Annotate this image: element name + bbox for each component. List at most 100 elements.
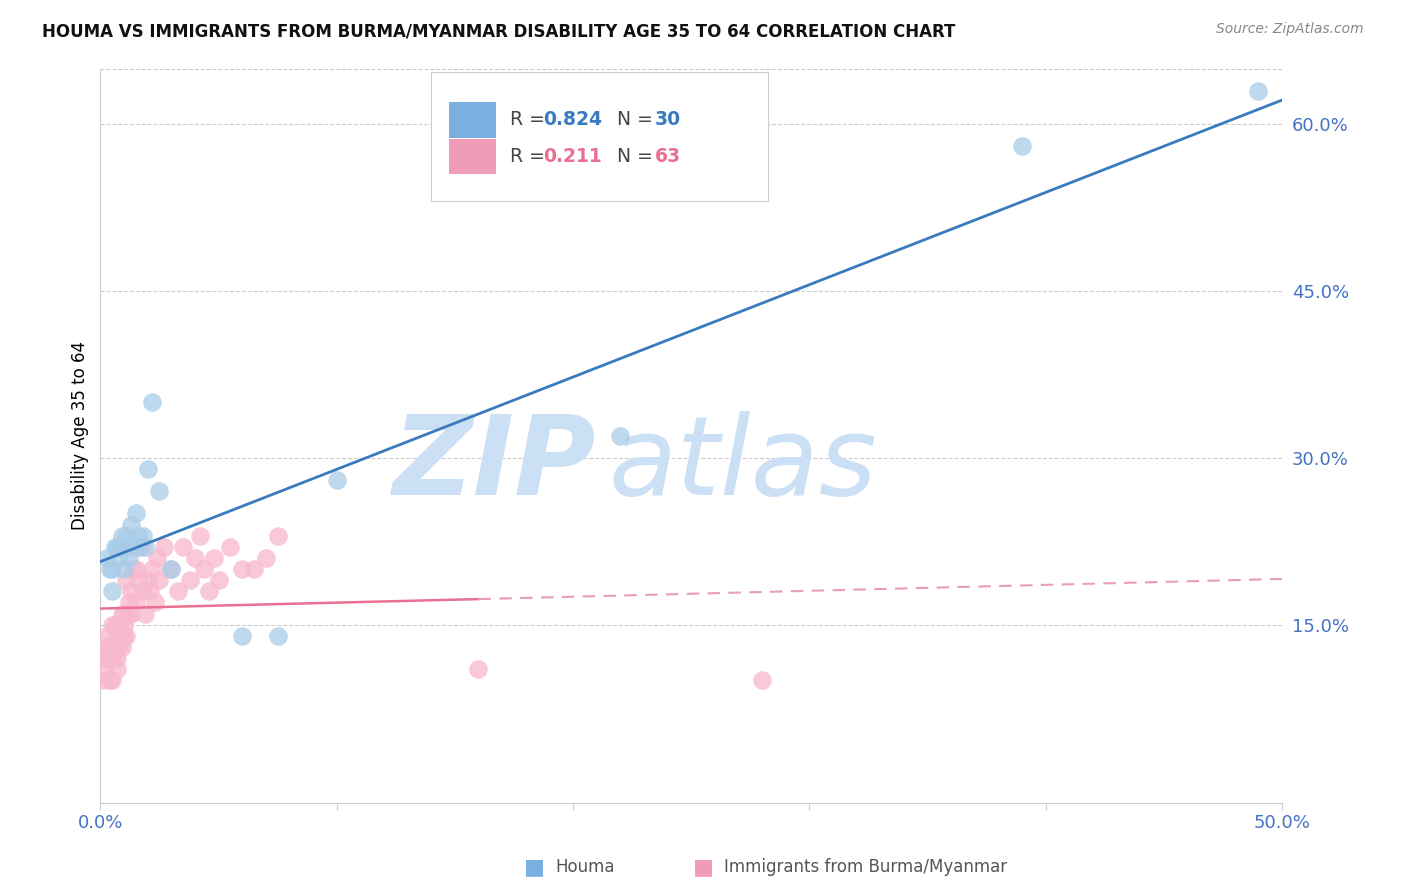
Point <box>108 640 131 654</box>
Point <box>127 540 149 554</box>
Point <box>141 562 163 576</box>
Point <box>136 462 159 476</box>
Point <box>129 540 152 554</box>
Point <box>112 617 135 632</box>
Point <box>96 651 118 665</box>
Point <box>112 607 135 621</box>
Point <box>125 507 148 521</box>
Text: R =: R = <box>510 111 551 129</box>
Point <box>254 550 277 565</box>
Point <box>105 662 128 676</box>
FancyBboxPatch shape <box>449 139 496 174</box>
Point <box>243 562 266 576</box>
Point <box>139 584 162 599</box>
Point <box>153 540 176 554</box>
Point <box>115 573 138 587</box>
Point <box>112 629 135 643</box>
Point <box>167 584 190 599</box>
Point <box>118 595 141 609</box>
Point <box>105 651 128 665</box>
Point <box>148 573 170 587</box>
Point <box>108 550 131 565</box>
Point <box>146 550 169 565</box>
Point <box>98 640 121 654</box>
FancyBboxPatch shape <box>432 72 768 201</box>
Point <box>751 673 773 688</box>
Text: 30: 30 <box>655 111 681 129</box>
Point <box>94 640 117 654</box>
Point <box>103 540 125 554</box>
Point <box>266 629 288 643</box>
Point <box>98 673 121 688</box>
Point <box>101 562 124 576</box>
Point <box>231 629 253 643</box>
Point <box>111 529 134 543</box>
Point <box>1247 84 1270 98</box>
Point <box>122 540 145 554</box>
Point <box>179 573 201 587</box>
FancyBboxPatch shape <box>449 103 496 137</box>
Point <box>120 584 142 599</box>
Point <box>111 640 134 654</box>
Point <box>103 617 125 632</box>
Point <box>193 562 215 576</box>
Point <box>188 529 211 543</box>
Point <box>101 617 124 632</box>
Point <box>111 607 134 621</box>
Point <box>91 651 114 665</box>
Point <box>94 662 117 676</box>
Point <box>325 473 347 487</box>
Point <box>115 629 138 643</box>
Point <box>231 562 253 576</box>
Point <box>98 562 121 576</box>
Point <box>108 540 131 554</box>
Point <box>103 640 125 654</box>
Point <box>184 550 207 565</box>
Text: Houma: Houma <box>555 858 614 876</box>
Point <box>120 517 142 532</box>
Point <box>134 607 156 621</box>
Point <box>125 595 148 609</box>
Point <box>120 540 142 554</box>
Text: N =: N = <box>605 111 659 129</box>
Point <box>207 573 229 587</box>
Text: 63: 63 <box>655 147 681 166</box>
Point <box>108 629 131 643</box>
Point <box>198 584 221 599</box>
Text: HOUMA VS IMMIGRANTS FROM BURMA/MYANMAR DISABILITY AGE 35 TO 64 CORRELATION CHART: HOUMA VS IMMIGRANTS FROM BURMA/MYANMAR D… <box>42 22 956 40</box>
Text: ZIP: ZIP <box>394 411 596 518</box>
Point <box>118 607 141 621</box>
Y-axis label: Disability Age 35 to 64: Disability Age 35 to 64 <box>72 341 89 530</box>
Point <box>101 584 124 599</box>
Point <box>148 484 170 499</box>
Point <box>160 562 183 576</box>
Point <box>1011 139 1033 153</box>
Point <box>134 540 156 554</box>
Point <box>101 651 124 665</box>
Point <box>120 607 142 621</box>
Point <box>122 562 145 576</box>
Point <box>96 629 118 643</box>
Text: N =: N = <box>605 147 659 166</box>
Point <box>101 673 124 688</box>
Point <box>160 562 183 576</box>
Text: Immigrants from Burma/Myanmar: Immigrants from Burma/Myanmar <box>724 858 1007 876</box>
Point <box>108 617 131 632</box>
Point <box>202 550 225 565</box>
Point <box>172 540 194 554</box>
Point <box>132 529 155 543</box>
Point <box>266 529 288 543</box>
Point <box>136 573 159 587</box>
Point <box>127 573 149 587</box>
Point <box>96 550 118 565</box>
Point <box>112 562 135 576</box>
Point <box>105 540 128 554</box>
Point <box>609 428 631 442</box>
Point <box>467 662 489 676</box>
Text: 0.824: 0.824 <box>544 111 602 129</box>
Point <box>125 562 148 576</box>
Point <box>112 540 135 554</box>
Point <box>115 529 138 543</box>
Point <box>219 540 242 554</box>
Text: ■: ■ <box>524 857 544 877</box>
